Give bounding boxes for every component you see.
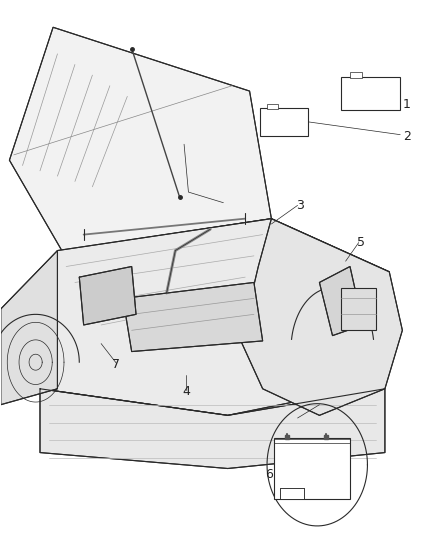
FancyBboxPatch shape — [261, 108, 307, 136]
FancyBboxPatch shape — [267, 104, 278, 109]
Text: 7: 7 — [113, 358, 120, 372]
Polygon shape — [123, 282, 263, 352]
FancyBboxPatch shape — [350, 72, 362, 78]
Text: 3: 3 — [296, 199, 304, 212]
Polygon shape — [10, 27, 272, 251]
Text: 4: 4 — [182, 385, 190, 398]
Text: 5: 5 — [357, 236, 365, 249]
Polygon shape — [40, 389, 385, 469]
Text: 6: 6 — [265, 469, 273, 481]
FancyBboxPatch shape — [341, 77, 400, 110]
FancyBboxPatch shape — [280, 488, 304, 499]
Polygon shape — [1, 251, 57, 405]
FancyBboxPatch shape — [274, 438, 350, 499]
Polygon shape — [319, 266, 363, 336]
Polygon shape — [241, 219, 403, 415]
Polygon shape — [40, 219, 389, 415]
FancyBboxPatch shape — [341, 288, 376, 330]
Polygon shape — [79, 266, 136, 325]
Text: 1: 1 — [403, 98, 411, 111]
Text: 2: 2 — [403, 130, 411, 143]
